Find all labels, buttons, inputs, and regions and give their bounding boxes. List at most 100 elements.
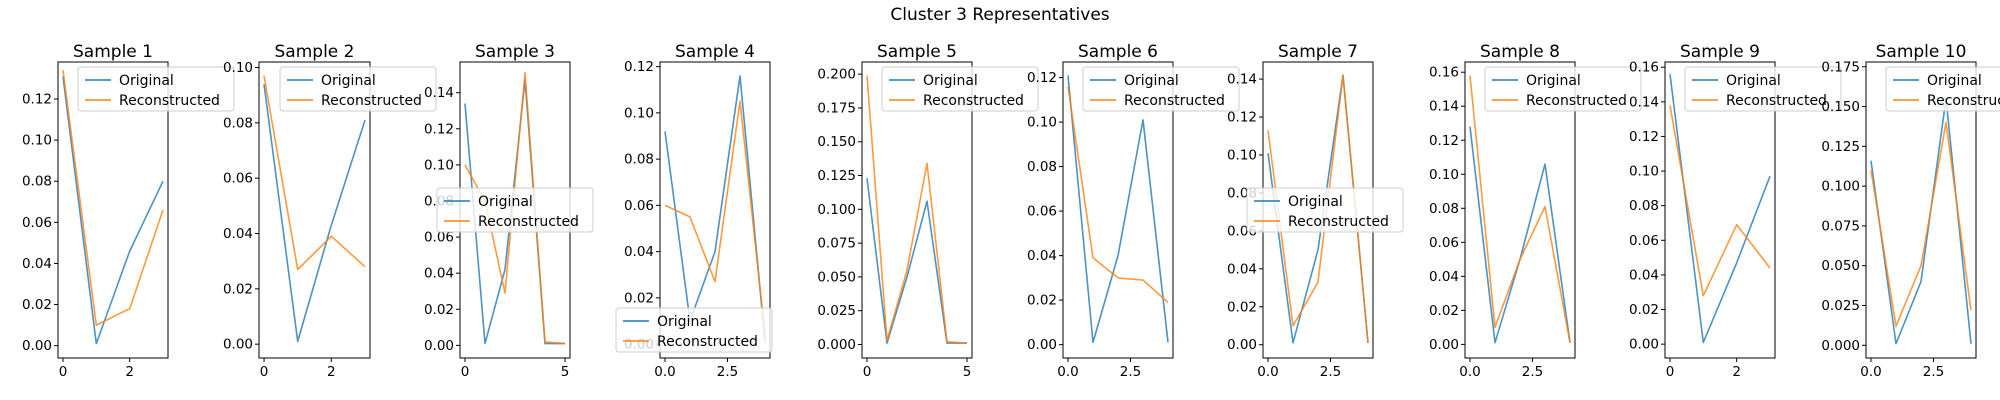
y-tick-label: 0.10 xyxy=(624,105,654,121)
legend-label: Reconstructed xyxy=(923,93,1024,109)
y-tick-label: 0.00 xyxy=(1429,337,1459,353)
legend-label: Reconstructed xyxy=(657,334,758,350)
y-tick-label: 0.00 xyxy=(1629,337,1659,353)
legend-label: Reconstructed xyxy=(1124,93,1225,109)
subplot-title: Sample 5 xyxy=(877,42,957,62)
subplot-title: Sample 1 xyxy=(73,42,153,62)
y-tick-label: 0.04 xyxy=(424,266,454,282)
y-tick-label: 0.08 xyxy=(1027,159,1057,175)
series-line-reconstructed xyxy=(62,70,164,326)
series-line-original xyxy=(62,76,164,345)
y-tick-label: 0.12 xyxy=(1629,129,1659,145)
subplot-1: Sample 1 0.00 0.02 0.04 0.06 0.08 0.10 0.12 0 2 Or… xyxy=(22,42,235,380)
x-tick-label: 0 xyxy=(1666,364,1675,380)
y-tick-label: 0.100 xyxy=(1821,179,1860,195)
y-tick-label: 0.04 xyxy=(624,244,654,260)
legend: Original Reconstructed xyxy=(1885,66,2000,112)
x-tick-label: 0.0 xyxy=(1860,364,1881,380)
x-tick-label: 2.5 xyxy=(1120,364,1141,380)
legend-box xyxy=(1082,66,1240,112)
y-tick-label: 0.14 xyxy=(424,85,454,101)
y-tick-label: 0.12 xyxy=(624,59,654,75)
y-tick-label: 0.100 xyxy=(817,202,856,218)
y-tick-label: 0.125 xyxy=(817,168,856,184)
y-tick-label: 0.02 xyxy=(1027,293,1057,309)
axes-frame xyxy=(1664,61,1776,359)
x-tick-label: 2.5 xyxy=(717,364,738,380)
y-tick-label: 0.06 xyxy=(624,198,654,214)
x-tick-label: 2 xyxy=(1732,364,1741,380)
series-line-original xyxy=(1067,75,1169,344)
y-tick-label: 0.16 xyxy=(1629,60,1659,76)
legend-label: Reconstructed xyxy=(119,93,220,109)
y-tick-label: 0.200 xyxy=(817,67,856,83)
y-tick-label: 0.08 xyxy=(22,174,52,190)
legend: Original Reconstructed xyxy=(881,66,1039,112)
subplot-title: Sample 2 xyxy=(275,42,355,62)
y-tick-label: 0.06 xyxy=(424,230,454,246)
y-tick-label: 0.075 xyxy=(817,236,856,252)
y-tick-label: 0.050 xyxy=(817,269,856,285)
subplot-title: Sample 9 xyxy=(1680,42,1760,62)
series-line-original xyxy=(664,75,766,342)
y-tick-label: 0.06 xyxy=(22,215,52,231)
y-tick-label: 0.00 xyxy=(1027,337,1057,353)
legend-label: Reconstructed xyxy=(1288,214,1389,230)
y-tick-label: 0.06 xyxy=(223,171,253,187)
x-tick-label: 0.0 xyxy=(1257,364,1278,380)
y-tick-label: 0.025 xyxy=(1821,298,1860,314)
legend-label: Original xyxy=(119,73,174,89)
y-tick-label: 0.06 xyxy=(1429,235,1459,251)
legend: Original Reconstructed xyxy=(1082,66,1240,112)
subplot-9: Sample 9 0.00 0.02 0.04 0.06 0.08 0.10 0.12 0.14… xyxy=(1629,42,1842,380)
legend-box xyxy=(77,66,235,112)
legend-label: Original xyxy=(1288,194,1343,210)
legend: Original Reconstructed xyxy=(436,187,594,233)
x-tick-label: 2 xyxy=(125,364,134,380)
y-tick-label: 0.175 xyxy=(1821,59,1860,75)
x-tick-label: 5 xyxy=(963,364,972,380)
legend-label: Original xyxy=(923,73,978,89)
x-tick-label: 0.0 xyxy=(1459,364,1480,380)
y-tick-label: 0.16 xyxy=(1429,65,1459,81)
legend-label: Reconstructed xyxy=(1927,93,2000,109)
y-tick-label: 0.04 xyxy=(1429,269,1459,285)
legend-label: Reconstructed xyxy=(1726,93,1827,109)
y-tick-label: 0.04 xyxy=(22,256,52,272)
legend-box xyxy=(615,307,773,353)
y-tick-label: 0.025 xyxy=(817,303,856,319)
x-tick-label: 0.0 xyxy=(654,364,675,380)
y-tick-label: 0.10 xyxy=(223,60,253,76)
y-tick-label: 0.00 xyxy=(1227,337,1257,353)
subplot-6: Sample 6 0.00 0.02 0.04 0.06 0.08 0.10 0.12 0.0 2… xyxy=(1027,42,1240,380)
legend-label: Original xyxy=(321,73,376,89)
x-tick-label: 5 xyxy=(561,364,570,380)
legend-label: Original xyxy=(657,314,712,330)
legend: Original Reconstructed xyxy=(1684,66,1842,112)
legend: Original Reconstructed xyxy=(279,66,437,112)
subplot-title: Sample 8 xyxy=(1480,42,1560,62)
series-line-reconstructed xyxy=(1870,121,1972,328)
subplot-7: Sample 70.000.020.040.060.080.100.120.14… xyxy=(1227,42,1404,380)
series-line-original xyxy=(866,178,967,344)
x-tick-label: 0 xyxy=(461,364,470,380)
legend-box xyxy=(1246,187,1404,233)
y-tick-label: 0.02 xyxy=(1227,299,1257,315)
series-line-reconstructed xyxy=(1469,75,1571,343)
legend-label: Original xyxy=(1124,73,1179,89)
y-tick-label: 0.125 xyxy=(1821,139,1860,155)
y-tick-label: 0.06 xyxy=(1027,204,1057,220)
legend-label: Reconstructed xyxy=(321,93,422,109)
x-tick-label: 0 xyxy=(863,364,872,380)
x-tick-label: 2.5 xyxy=(1320,364,1341,380)
y-tick-label: 0.175 xyxy=(817,100,856,116)
subplot-grid: Sample 10.000.020.040.060.080.100.120 2Or… xyxy=(22,42,2000,380)
y-tick-label: 0.10 xyxy=(1429,167,1459,183)
y-tick-label: 0.00 xyxy=(424,338,454,354)
x-tick-label: 2.5 xyxy=(1923,364,1944,380)
y-tick-label: 0.10 xyxy=(1629,164,1659,180)
y-tick-label: 0.14 xyxy=(1629,94,1659,110)
x-tick-label: 0 xyxy=(59,364,68,380)
legend-box xyxy=(436,187,594,233)
series-line-original xyxy=(1669,74,1771,344)
